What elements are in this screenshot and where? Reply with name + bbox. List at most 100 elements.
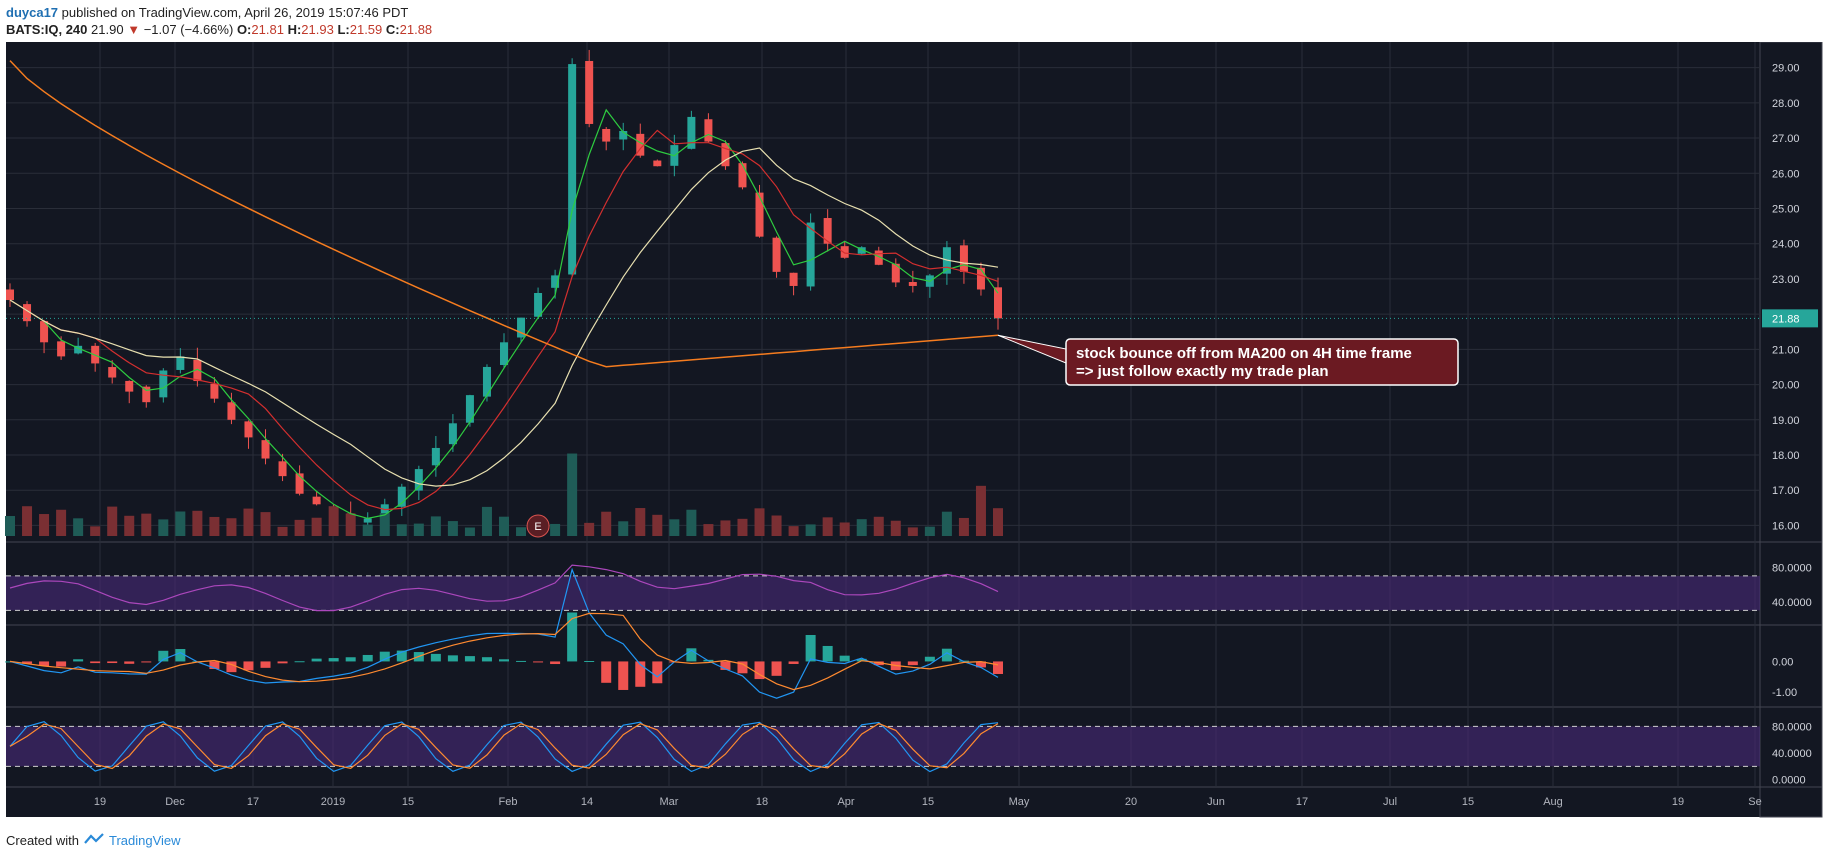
candle-body (959, 245, 968, 272)
volume-bar (396, 524, 407, 536)
macd-hist-bar (941, 648, 952, 662)
candle-body (244, 421, 253, 438)
volume-series (5, 453, 1003, 536)
candle-body (482, 366, 491, 397)
x-tick-label: Mar (660, 796, 679, 808)
ma200-line (9, 60, 999, 368)
volume-bar (430, 516, 441, 536)
osc1-tick-label: 40.0000 (1772, 597, 1812, 609)
open-value: 21.81 (251, 22, 284, 37)
volume-bar (209, 516, 220, 536)
volume-bar (652, 514, 663, 536)
candle-body (789, 272, 798, 286)
low-label: L: (337, 22, 350, 37)
x-tick-label: 19 (94, 796, 106, 808)
volume-bar (158, 519, 169, 536)
volume-bar (413, 523, 424, 536)
macd-hist-bar (720, 661, 731, 670)
high-label: H: (287, 22, 302, 37)
chart-canvas[interactable]: 19 Dec 17 2019 15 Feb 14 Mar 18 Apr 15 May 20 Jun 17 Ju… (0, 42, 1828, 822)
volume-bar (141, 513, 152, 536)
high-value: 21.93 (301, 22, 334, 37)
candle-body (448, 423, 457, 445)
price-tick-label: 17.00 (1772, 485, 1800, 497)
volume-bar (39, 514, 50, 536)
macd-hist-bar (873, 661, 884, 666)
last-price-label: 21.88 (1772, 313, 1800, 325)
macd-hist-bar (499, 659, 509, 662)
volume-bar (499, 516, 509, 536)
candle-body (363, 518, 372, 523)
volume-bar (550, 523, 561, 536)
chart-header: duyca17 published on TradingView.com, Ap… (6, 4, 1806, 40)
candle-body (704, 119, 713, 142)
x-tick-label: Aug (1543, 796, 1563, 808)
volume-bar (481, 506, 492, 536)
volume-bar (294, 519, 305, 536)
price-tick-label: 19.00 (1772, 415, 1800, 427)
candle-body (908, 282, 917, 286)
volume-bar (379, 513, 390, 536)
candle-body (687, 116, 696, 149)
macd-hist-bar (567, 612, 578, 662)
osc2-band (6, 726, 1760, 767)
candle-body (840, 246, 849, 258)
candle-body (414, 469, 423, 491)
volume-bar (56, 509, 67, 536)
x-tick-label: Jul (1383, 796, 1397, 808)
header-row-author: duyca17 published on TradingView.com, Ap… (6, 4, 1806, 21)
macd-hist-bar (22, 661, 33, 664)
published-text: published on TradingView.com, April 26, … (61, 5, 409, 20)
x-tick-label: 15 (1462, 796, 1474, 808)
osc2-d-line (9, 722, 999, 770)
close-label: C: (385, 22, 400, 37)
volume-bar (958, 517, 969, 536)
volume-bar (873, 516, 884, 536)
volume-bar (362, 524, 373, 536)
volume-bar (5, 516, 15, 536)
author-link[interactable]: duyca17 (6, 5, 59, 20)
volume-bar (805, 524, 816, 536)
osc2-tick-label: 40.0000 (1772, 748, 1812, 760)
x-tick-label: 14 (581, 796, 593, 808)
candle-body (500, 342, 508, 365)
volume-bar (124, 515, 135, 536)
symbol-label[interactable]: BATS:IQ, 240 (6, 22, 88, 37)
price-tick-label: 28.00 (1772, 98, 1800, 110)
candle-body (261, 440, 270, 459)
candle-body (517, 317, 526, 338)
volume-bar (737, 518, 748, 536)
x-tick-label: 17 (1296, 796, 1308, 808)
macd-hist-bar (226, 661, 237, 673)
open-label: O: (236, 22, 252, 37)
last-price-badge (1762, 309, 1818, 328)
volume-bar (73, 518, 84, 536)
tradingview-brand-link[interactable]: TradingView (108, 832, 181, 848)
macd-hist-bar (635, 661, 646, 687)
macd-hist-bar (158, 650, 169, 662)
volume-bar (635, 508, 646, 536)
macd-hist-bar (652, 661, 663, 684)
candle-body (227, 402, 236, 420)
header-row-quote: BATS:IQ, 240 21.90 ▼ −1.07 (−4.66%) O:21… (6, 21, 1806, 38)
candle-body (602, 128, 611, 142)
volume-bar (311, 517, 322, 536)
last-price: 21.90 (91, 22, 124, 37)
volume-bar (464, 527, 475, 536)
macd-hist-bar (175, 649, 186, 662)
annotation-line2: => just follow exactly my trade plan (1076, 363, 1329, 380)
price-tick-label: 23.00 (1772, 274, 1800, 286)
candle-body (568, 64, 577, 275)
macd-hist-bar (311, 658, 322, 662)
chart-background (6, 42, 1822, 817)
volume-bar (993, 508, 1003, 536)
earnings-event-marker (526, 514, 550, 538)
x-tick-label: 17 (247, 796, 259, 808)
candle-body (57, 341, 66, 357)
candle-body (738, 163, 747, 188)
macd-hist-bar (975, 661, 986, 668)
volume-bar (175, 511, 186, 536)
macd-hist-bar (601, 661, 612, 683)
candle-body (994, 287, 1002, 319)
tradingview-logo-icon (83, 832, 105, 848)
